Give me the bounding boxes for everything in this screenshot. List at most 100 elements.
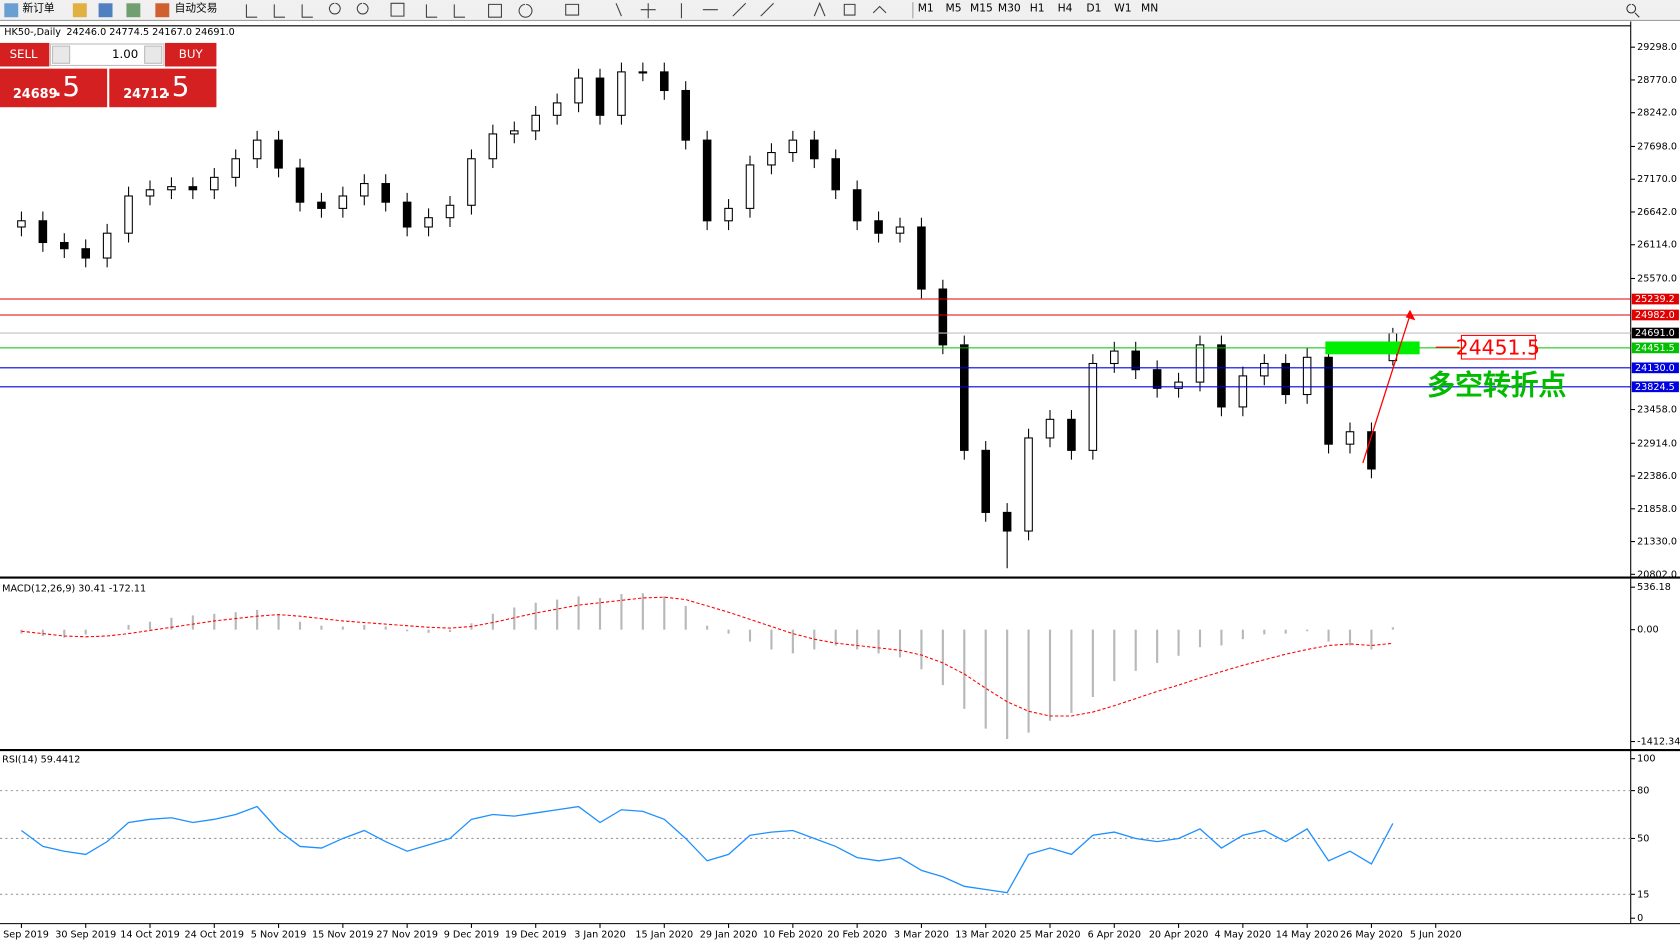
y-tick-label: 100 <box>1637 754 1655 765</box>
new-order-button[interactable]: 新订单 <box>23 2 55 15</box>
timeframe-button[interactable]: D1 <box>1086 2 1101 15</box>
tool-icons[interactable] <box>813 1 887 17</box>
candle-body <box>574 77 583 104</box>
lot-increase[interactable] <box>144 45 163 64</box>
x-tick-label: 5 Nov 2019 <box>251 929 307 940</box>
plot: 8 Sep 2019 30 Sep 2019 14 Oct 2019 24 Oct 2… <box>0 42 1680 940</box>
auto-trading-icon[interactable] <box>155 3 170 18</box>
trend-arrow <box>1362 314 1411 464</box>
candle-body <box>102 232 112 259</box>
arrow-head <box>1405 309 1416 321</box>
y-tick-label: 21330.0 <box>1637 537 1677 548</box>
buy-price-box[interactable] <box>109 68 217 108</box>
candle-body <box>959 344 969 451</box>
x-tick-label: 15 Jan 2020 <box>635 929 693 940</box>
candle-body <box>938 288 948 346</box>
y-tick-label: 28770.0 <box>1637 75 1677 86</box>
toolbar-icon[interactable] <box>98 3 113 18</box>
candle-body <box>1217 344 1226 408</box>
lot-value: 1.00 <box>112 47 138 61</box>
x-tick-label: 5 Jun 2020 <box>1410 929 1462 940</box>
buy-label: BUY <box>179 47 204 61</box>
lot-decrease[interactable] <box>51 45 71 64</box>
candle-body <box>767 152 776 166</box>
candle-body <box>124 195 133 234</box>
x-tick-label: 4 May 2020 <box>1215 929 1272 940</box>
candle-body <box>745 164 755 209</box>
candle-body <box>809 139 819 160</box>
candle-body <box>1174 381 1183 389</box>
y-tick-label: 28242.0 <box>1637 108 1677 119</box>
auto-trading-button[interactable]: 自动交易 <box>175 2 218 15</box>
macd-title: MACD(12,26,9) 30.41 -172.11 <box>2 583 146 594</box>
buy-pips: .5 <box>163 70 190 103</box>
new-order-icon[interactable] <box>4 3 19 18</box>
timeframe-button[interactable]: M1 <box>918 2 934 15</box>
timeframe-button[interactable]: MN <box>1141 2 1158 15</box>
candle-body <box>381 183 390 203</box>
annotation-price: 24451.5 <box>1456 335 1540 359</box>
candle-body <box>1002 511 1012 532</box>
y-tick-label: 22914.0 <box>1637 438 1677 449</box>
y-tick-label: 25570.0 <box>1637 273 1677 284</box>
candle-body <box>317 201 326 209</box>
rsi-line <box>21 805 1394 894</box>
highlight-bar <box>1325 341 1420 355</box>
search-icon[interactable] <box>1626 3 1640 18</box>
timeframe-button[interactable]: W1 <box>1114 2 1131 15</box>
candle-body <box>895 226 905 234</box>
y-tick-label: 26642.0 <box>1637 207 1677 218</box>
x-tick-label: 14 May 2020 <box>1276 929 1339 940</box>
y-tick-label: 27698.0 <box>1637 141 1677 152</box>
level-label-bg <box>1631 309 1679 321</box>
candle-body <box>1238 375 1248 408</box>
tool-icons[interactable] <box>425 2 774 19</box>
candle-body <box>1260 362 1269 377</box>
y-tick-label: 29298.0 <box>1637 42 1677 53</box>
lot-input[interactable] <box>49 43 165 66</box>
level-label-bg <box>1631 362 1679 374</box>
candle-body <box>402 201 412 228</box>
toolbar-icon[interactable] <box>72 3 87 18</box>
timeframe-button[interactable]: M30 <box>998 2 1021 15</box>
toolbar-icon[interactable] <box>126 3 141 18</box>
level-label-bg <box>1631 327 1679 339</box>
candle-body <box>188 186 198 191</box>
level-label: 24130.0 <box>1635 363 1675 374</box>
toolbar-tools <box>245 1 887 19</box>
timeframe-button[interactable]: H4 <box>1058 2 1073 15</box>
sell-button[interactable] <box>0 42 50 67</box>
y-tick-label: 20802.0 <box>1637 569 1677 580</box>
timeframe-button[interactable]: M15 <box>970 2 993 15</box>
timeframe-button[interactable]: H1 <box>1030 2 1045 15</box>
level-label-bg <box>1631 342 1679 354</box>
rsi-title: RSI(14) 59.4412 <box>2 755 80 766</box>
level-label: 24691.0 <box>1635 328 1675 339</box>
sell-price-box[interactable] <box>0 68 108 108</box>
x-tick-label: 8 Sep 2019 <box>0 929 49 940</box>
x-tick-label: 20 Feb 2020 <box>827 929 887 940</box>
level-label: 24982.0 <box>1635 310 1675 321</box>
candle-body <box>638 71 648 74</box>
x-tick-label: 14 Oct 2019 <box>120 929 180 940</box>
tool-icons[interactable] <box>245 2 405 18</box>
x-tick-label: 20 Apr 2020 <box>1149 929 1209 940</box>
candle-body <box>874 220 883 234</box>
signal-line <box>21 596 1393 717</box>
candle-body <box>595 77 605 116</box>
candle-body <box>981 449 990 513</box>
y-tick-label: 27170.0 <box>1637 174 1677 185</box>
buy-button[interactable] <box>165 42 217 67</box>
timeframe-button[interactable]: M5 <box>946 2 962 15</box>
candle-body <box>1067 418 1076 451</box>
x-tick-label: 19 Dec 2019 <box>505 929 567 940</box>
candle-body <box>210 176 219 191</box>
annotation-box <box>1460 334 1536 360</box>
candle-body <box>1367 431 1376 470</box>
candle-body <box>338 195 348 209</box>
y-tick-label: 21858.0 <box>1637 504 1677 515</box>
candle-body <box>788 139 798 154</box>
sell-price: 24689 <box>13 87 58 102</box>
candle-body <box>1152 369 1162 389</box>
